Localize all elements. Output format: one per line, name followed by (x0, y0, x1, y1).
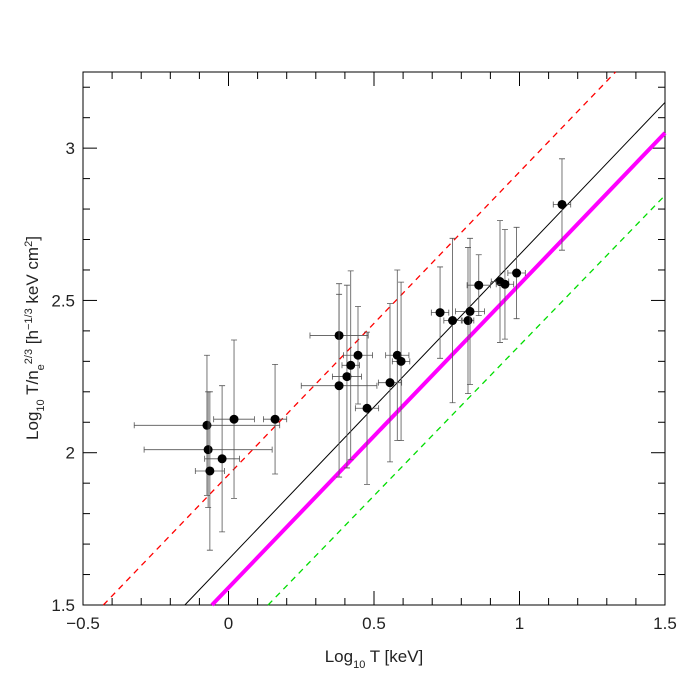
data-point (205, 466, 215, 476)
label-part: [h (23, 330, 42, 349)
label-part: 10 (353, 659, 365, 671)
data-point (203, 445, 213, 455)
label-part: e (35, 364, 47, 370)
label-part: keV cm (23, 247, 42, 308)
data-point (229, 414, 239, 424)
data-point (202, 420, 212, 430)
data-point (557, 199, 567, 209)
x-tick-label: −0.5 (66, 614, 100, 633)
data-point (448, 316, 458, 326)
label-part: T/n (23, 370, 42, 399)
data-point (500, 279, 510, 289)
data-point (385, 378, 395, 388)
data-point (342, 372, 352, 382)
x-axis-label: Log10 T [keV] (325, 647, 424, 671)
data-point (465, 306, 475, 316)
data-point (362, 403, 372, 413)
data-point (217, 454, 227, 464)
data-point (396, 356, 406, 366)
model-line (210, 131, 667, 607)
y-axis-label: Log10 T/ne2/3 [h−1/3 keV cm2] (23, 236, 47, 440)
model-line (184, 102, 666, 606)
label-part: ] (23, 236, 42, 241)
plot-frame (82, 71, 666, 606)
data-point (435, 308, 445, 318)
model-line (267, 194, 666, 606)
data-point (512, 268, 522, 278)
label-part: Log (23, 412, 42, 440)
data-point (474, 280, 484, 290)
data-point (463, 316, 473, 326)
x-tick-label: 1.5 (653, 614, 677, 633)
data-point (334, 381, 344, 391)
y-tick-label: 3 (66, 139, 75, 158)
model-line (102, 71, 616, 606)
label-part: T [keV] (365, 647, 423, 666)
label-part: 2/3 (23, 349, 35, 364)
y-tick-label: 2.5 (51, 291, 75, 310)
label-part: Log (325, 647, 353, 666)
label-part: 2 (23, 241, 35, 247)
y-tick-label: 1.5 (51, 596, 75, 615)
data-point (353, 350, 363, 360)
x-tick-label: 1 (515, 614, 524, 633)
data-point (346, 360, 356, 370)
y-tick-label: 2 (66, 444, 75, 463)
x-tick-label: 0 (224, 614, 233, 633)
label-part: −1/3 (23, 308, 35, 330)
x-tick-label: 0.5 (362, 614, 386, 633)
label-part: 10 (35, 399, 47, 411)
data-point (270, 414, 280, 424)
